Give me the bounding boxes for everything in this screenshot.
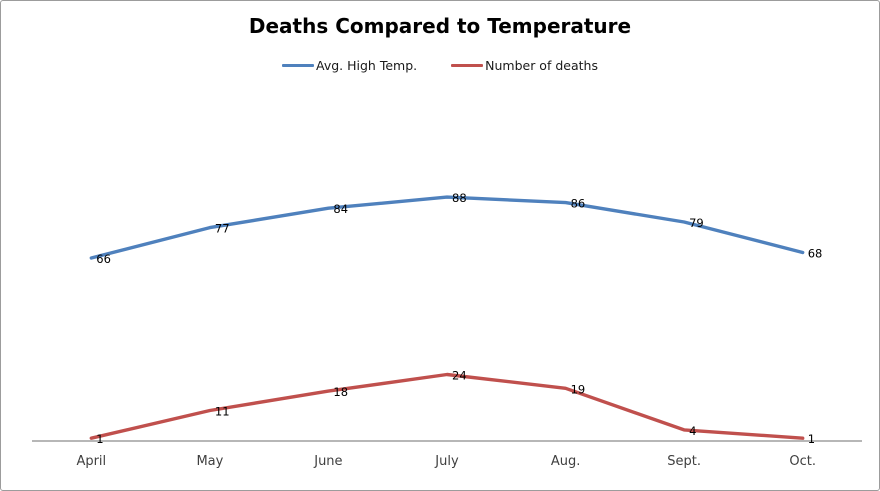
data-label: 77 (215, 222, 230, 236)
data-label: 68 (808, 247, 823, 261)
series-line-avg-high-temp (89, 195, 805, 260)
data-label: 79 (689, 216, 704, 230)
x-axis-tick-label: June (313, 454, 342, 469)
legend-line-swatch-red (451, 64, 484, 67)
data-label: 19 (571, 382, 586, 396)
x-axis-tick-label: Sept. (667, 454, 701, 469)
data-label: 4 (689, 424, 696, 438)
x-axis-tick-label: April (76, 454, 106, 469)
data-label: 66 (96, 252, 111, 266)
legend-item-number-of-deaths: Number of deaths (451, 58, 598, 73)
data-label: 18 (333, 385, 348, 399)
data-label: 88 (452, 191, 467, 205)
x-axis-tick-label: Aug. (551, 454, 581, 469)
x-axis-tick-label: July (434, 454, 459, 469)
x-axis-tick-label: May (196, 454, 223, 469)
series-line-number-of-deaths (89, 372, 805, 440)
data-label: 86 (571, 197, 586, 211)
chart-legend: Avg. High Temp. Number of deaths (1, 58, 879, 73)
data-label: 84 (333, 202, 348, 216)
data-label: 24 (452, 369, 467, 383)
x-axis-tick-label: Oct. (789, 454, 816, 469)
data-label: 1 (96, 432, 103, 446)
legend-line-swatch-blue (282, 64, 315, 67)
legend-item-avg-high-temp: Avg. High Temp. (282, 58, 417, 73)
data-label: 1 (808, 432, 815, 446)
legend-label-number-of-deaths: Number of deaths (485, 58, 598, 73)
data-label: 11 (215, 405, 230, 419)
legend-label-avg-high-temp: Avg. High Temp. (316, 58, 418, 73)
chart-title: Deaths Compared to Temperature (248, 14, 632, 38)
